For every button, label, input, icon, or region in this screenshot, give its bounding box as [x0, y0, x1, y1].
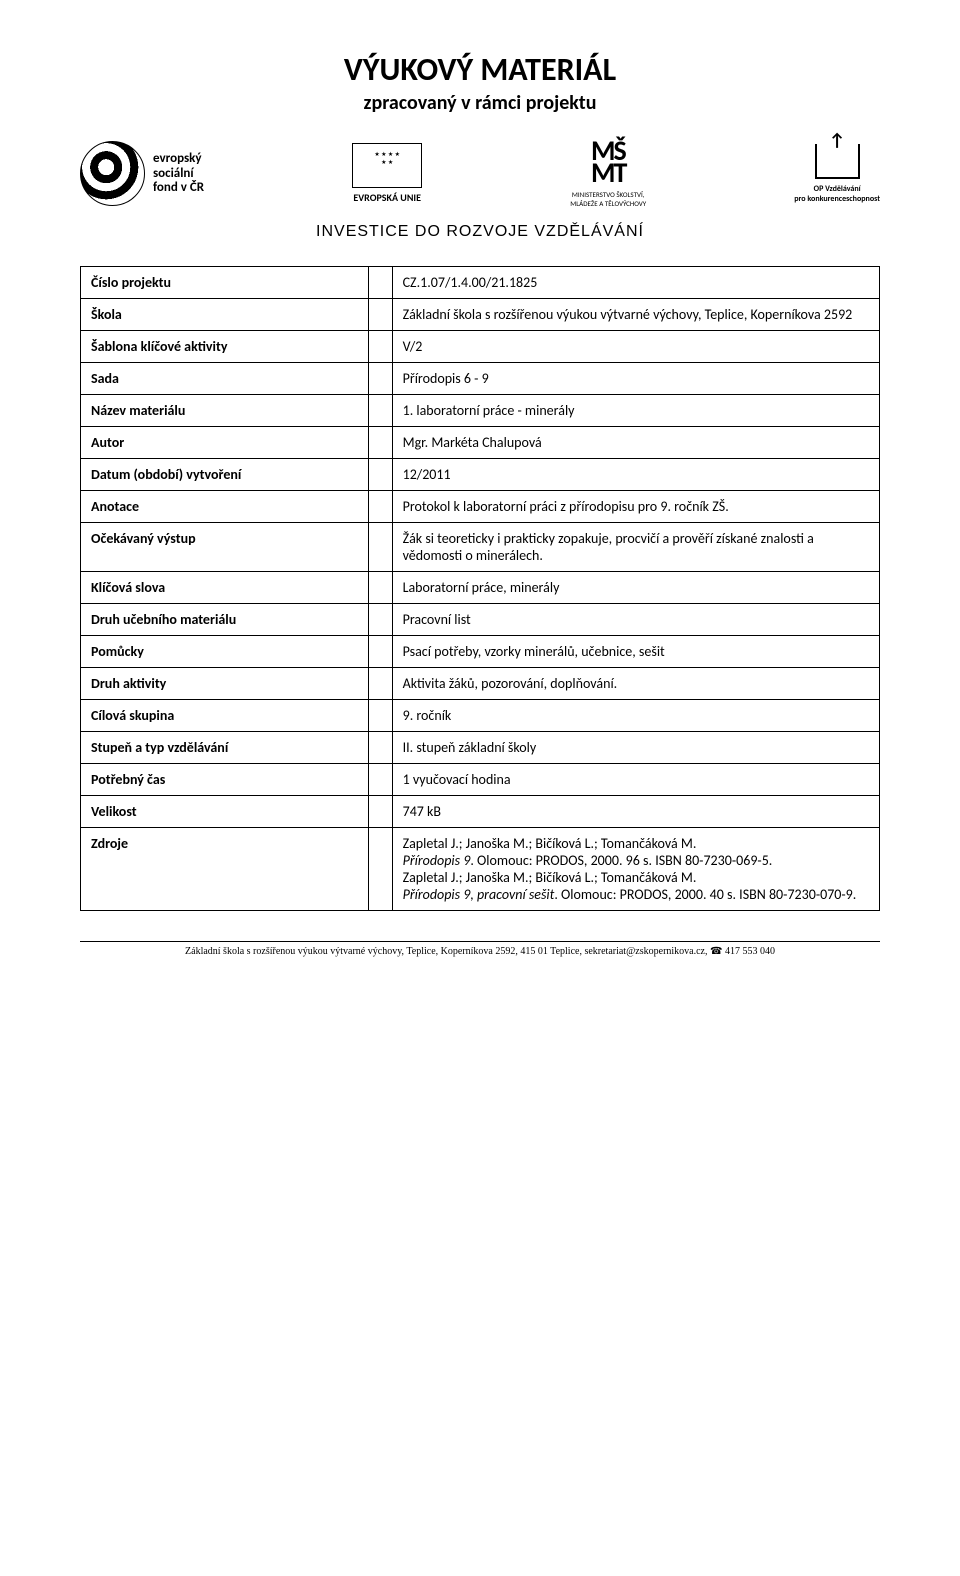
label: Číslo projektu [81, 266, 369, 298]
value-zdroje: Zapletal J.; Janoška M.; Bičíková L.; To… [392, 827, 879, 910]
page-footer: Základní škola s rozšířenou výukou výtva… [80, 941, 880, 957]
eu-flag-icon [352, 143, 422, 188]
label: Šablona klíčové aktivity [81, 330, 369, 362]
zdroje-line2-rest: . Olomouc: PRODOS, 2000. 96 s. ISBN 80-7… [470, 852, 772, 869]
table-row: Anotace Protokol k laboratorní práci z př… [81, 490, 880, 522]
table-row: Zdroje Zapletal J.; Janoška M.; Bičíková… [81, 827, 880, 910]
value: Aktivita žáků, pozorování, doplňování. [392, 667, 879, 699]
op-logo: OP Vzdělávání pro konkurenceschopnost [794, 144, 880, 204]
zdroje-line4-rest: . Olomouc: PRODOS, 2000. 40 s. ISBN 80-7… [554, 886, 856, 903]
value: 1 vyučovací hodina [392, 763, 879, 795]
esf-text: evropský sociální fond v ČR [153, 152, 204, 195]
value: Laboratorní práce, minerály [392, 571, 879, 603]
msmt-label: MINISTERSTVO ŠKOLSTVÍ, MLÁDEŽE A TĚLOVÝC… [570, 190, 646, 208]
label: Anotace [81, 490, 369, 522]
table-row: Očekávaný výstup Žák si teoreticky i prak… [81, 522, 880, 571]
value: Protokol k laboratorní práci z přírodopi… [392, 490, 879, 522]
value: 1. laboratorní práce - minerály [392, 394, 879, 426]
label: Druh aktivity [81, 667, 369, 699]
value: CZ.1.07/1.4.00/21.1825 [392, 266, 879, 298]
zdroje-line4-title: Přírodopis 9, pracovní sešit [403, 886, 555, 903]
table-row: Cílová skupina 9. ročník [81, 699, 880, 731]
table-row: Potřebný čas 1 vyučovací hodina [81, 763, 880, 795]
table-row: Stupeň a typ vzdělávání II. stupeň základ… [81, 731, 880, 763]
label: Potřebný čas [81, 763, 369, 795]
esf-swirl-icon [80, 141, 145, 206]
esf-logo: evropský sociální fond v ČR [80, 141, 204, 206]
value: V/2 [392, 330, 879, 362]
table-row: Číslo projektu CZ.1.07/1.4.00/21.1825 [81, 266, 880, 298]
value: 9. ročník [392, 699, 879, 731]
value: 747 kB [392, 795, 879, 827]
page-subtitle: zpracovaný v rámci projektu [80, 91, 880, 115]
label: Škola [81, 298, 369, 330]
table-row: Druh učebního materiálu Pracovní list [81, 603, 880, 635]
op-arrow-icon [815, 144, 860, 179]
label: Autor [81, 426, 369, 458]
value: Žák si teoreticky i prakticky zopakuje, … [392, 522, 879, 571]
eu-label: EVROPSKÁ UNIE [353, 191, 421, 204]
esf-text-line3: fond v ČR [153, 181, 204, 195]
table-row: Škola Základní škola s rozšířenou výukou … [81, 298, 880, 330]
investice-slogan: INVESTICE DO ROZVOJE VZDĚLÁVÁNÍ [80, 223, 880, 241]
table-row: Klíčová slova Laboratorní práce, minerály [81, 571, 880, 603]
label: Druh učebního materiálu [81, 603, 369, 635]
label: Očekávaný výstup [81, 522, 369, 571]
title-block: VÝUKOVÝ MATERIÁL zpracovaný v rámci proj… [80, 50, 880, 115]
esf-text-line2: sociální [153, 167, 204, 181]
table-row: Velikost 747 kB [81, 795, 880, 827]
footer-phone: 417 553 040 [725, 946, 775, 957]
table-row: Datum (období) vytvoření 12/2011 [81, 458, 880, 490]
msmt-logo: MŠ MT MINISTERSTVO ŠKOLSTVÍ, MLÁDEŽE A T… [570, 140, 646, 208]
zdroje-line1: Zapletal J.; Janoška M.; Bičíková L.; To… [403, 835, 697, 852]
table-row: Šablona klíčové aktivity V/2 [81, 330, 880, 362]
zdroje-line3: Zapletal J.; Janoška M.; Bičíková L.; To… [403, 869, 697, 886]
esf-text-line1: evropský [153, 152, 204, 166]
label: Stupeň a typ vzdělávání [81, 731, 369, 763]
value: Pracovní list [392, 603, 879, 635]
label: Zdroje [81, 827, 369, 910]
table-row: Pomůcky Psací potřeby, vzorky minerálů, u… [81, 635, 880, 667]
logos-row: evropský sociální fond v ČR EVROPSKÁ UNI… [80, 140, 880, 208]
value: Základní škola s rozšířenou výukou výtva… [392, 298, 879, 330]
value: Psací potřeby, vzorky minerálů, učebnice… [392, 635, 879, 667]
msmt-icon: MŠ MT [591, 140, 625, 185]
page-title: VÝUKOVÝ MATERIÁL [80, 50, 880, 89]
eu-logo: EVROPSKÁ UNIE [352, 143, 422, 204]
value: Mgr. Markéta Chalupová [392, 426, 879, 458]
phone-icon: ☎ [710, 946, 725, 957]
label: Cílová skupina [81, 699, 369, 731]
label: Klíčová slova [81, 571, 369, 603]
value: II. stupeň základní školy [392, 731, 879, 763]
table-row: Název materiálu 1. laboratorní práce - mi… [81, 394, 880, 426]
label: Velikost [81, 795, 369, 827]
label: Datum (období) vytvoření [81, 458, 369, 490]
label: Sada [81, 362, 369, 394]
value: 12/2011 [392, 458, 879, 490]
footer-text: Základní škola s rozšířenou výukou výtva… [185, 946, 710, 957]
table-row: Sada Přírodopis 6 - 9 [81, 362, 880, 394]
op-label: OP Vzdělávání pro konkurenceschopnost [794, 184, 880, 204]
metadata-table: Číslo projektu CZ.1.07/1.4.00/21.1825 Ško… [80, 266, 880, 911]
label: Pomůcky [81, 635, 369, 667]
value: Přírodopis 6 - 9 [392, 362, 879, 394]
table-row: Autor Mgr. Markéta Chalupová [81, 426, 880, 458]
zdroje-line2-title: Přírodopis 9 [403, 852, 471, 869]
table-row: Druh aktivity Aktivita žáků, pozorování, … [81, 667, 880, 699]
label: Název materiálu [81, 394, 369, 426]
